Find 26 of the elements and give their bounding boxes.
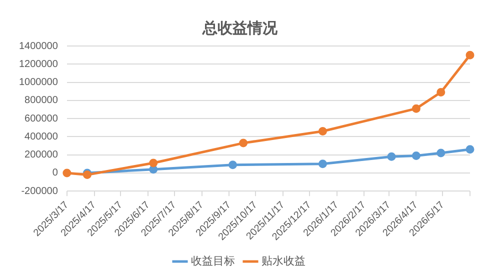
point bbox=[436, 148, 446, 158]
chart-title: 总收益情况 bbox=[202, 18, 278, 37]
point bbox=[387, 152, 396, 161]
point bbox=[412, 152, 420, 160]
point bbox=[239, 138, 248, 148]
point bbox=[412, 104, 420, 113]
y-tick-label: 800000 bbox=[24, 95, 58, 106]
point bbox=[466, 50, 474, 60]
point bbox=[62, 168, 72, 178]
point bbox=[149, 158, 158, 168]
point bbox=[466, 145, 474, 154]
y-tick-label: 0 bbox=[52, 168, 58, 179]
legend-label: 收益目标 bbox=[191, 254, 235, 268]
y-tick-label: 1400000 bbox=[18, 40, 58, 52]
y-tick-label: 400000 bbox=[24, 131, 58, 142]
y-tick-label: 200000 bbox=[24, 150, 58, 161]
point bbox=[436, 88, 446, 97]
y-tick-label: 600000 bbox=[24, 113, 58, 124]
point bbox=[149, 165, 158, 174]
point bbox=[318, 160, 327, 168]
legend-label: 贴水收益 bbox=[262, 254, 306, 268]
point bbox=[228, 160, 237, 170]
y-tick-label: -200000 bbox=[21, 186, 58, 197]
point bbox=[318, 127, 327, 136]
y-tick-label: 1200000 bbox=[18, 58, 58, 70]
y-tick-label: 1000000 bbox=[18, 77, 58, 88]
